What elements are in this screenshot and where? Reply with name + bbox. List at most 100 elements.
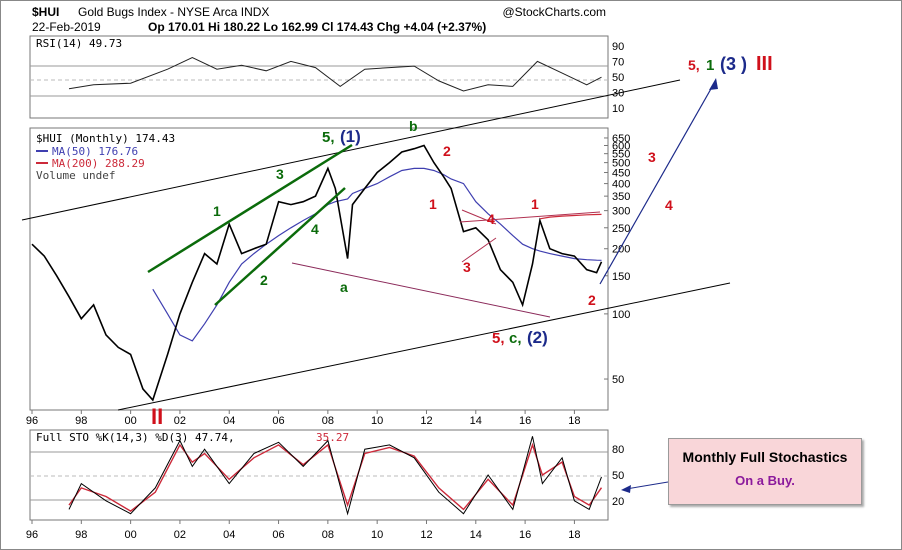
ma50-label: MA(50) 176.76 [52,145,138,158]
price-tick-label: 350 [612,191,630,203]
channel-upper-line [21,79,681,221]
rsi-tick-label: 10 [612,103,624,115]
note-subtitle: On a Buy. [735,473,795,488]
price-tick-label: 400 [612,179,630,191]
x-tick-label-bottom: 00 [124,529,136,541]
wave-label-1-target: 1 [706,57,714,74]
rsi-line [68,56,602,92]
sto-tick-label: 50 [612,470,624,482]
x-tick-label-bottom: 08 [322,529,334,541]
wave-a-line [291,262,551,318]
x-tick-label-middle: 98 [75,415,87,427]
wave-label-1-red-b: 1 [531,196,539,212]
price-tick-label: 50 [612,374,624,386]
x-axis-middle: 96 98 00 02 04 06 08 10 12 14 16 18 [26,410,581,427]
x-tick-label-bottom: 16 [519,529,531,541]
price-tick-label: 200 [612,244,630,256]
price-tick-label: 150 [612,271,630,283]
wave-label-a: a [340,279,348,295]
ma200-label: MA(200) 288.29 [52,157,145,170]
note-title: Monthly Full Stochastics [682,449,848,465]
rsi-panel: RSI(14) 49.73 9070503010 [29,35,624,119]
x-tick-label-bottom: 04 [223,529,235,541]
wave-label-2-major: (2) [527,328,548,347]
wave-label-5-red: 5, [492,330,505,347]
date-label: 22-Feb-2019 [32,20,101,34]
x-tick-label-bottom: 06 [272,529,284,541]
price-tick-label: 100 [612,309,630,321]
wave-label-3-red-a: 3 [463,259,471,275]
sto-k-line [68,436,602,516]
x-tick-label-middle: 06 [272,415,284,427]
price-tick-label: 550 [612,149,630,161]
price-tick-label: 300 [612,206,630,218]
x-tick-label-middle: 18 [568,415,580,427]
x-tick-label-middle: 10 [371,415,383,427]
wave-label-5-target: 5, [688,57,700,73]
wave4-line [459,211,601,223]
x-tick-label-middle: 08 [322,415,334,427]
green-channel-upper [147,143,353,274]
x-tick-label-bottom: 98 [75,529,87,541]
x-tick-label-middle: 12 [420,415,432,427]
price-tick-label: 650 [612,133,630,145]
price-tick-label: 250 [612,223,630,235]
wave-label-b: b [409,118,418,134]
rsi-tick-label: 90 [612,41,624,53]
source-label: @StockCharts.com [502,5,606,19]
wave-label-2-red: 2 [443,143,451,159]
rsi-label: RSI(14) 49.73 [36,37,122,50]
wave-label-4-red-a: 4 [487,211,495,227]
wave-label-roman-2: II [151,404,163,429]
price-label: $HUI (Monthly) 174.43 [36,132,175,145]
sto-ticks: 80 50 20 [612,444,624,508]
projection-arrow [599,79,717,285]
x-tick-label-bottom: 02 [174,529,186,541]
wave-label-1-major: (1) [340,127,361,146]
wave-label-4-red-b: 4 [665,197,673,213]
x-tick-label-bottom: 12 [420,529,432,541]
sto-label: Full STO %K(14,3) %D(3) 47.74, [36,431,235,444]
sto-panel: Full STO %K(14,3) %D(3) 47.74, 35.27 80 5… [29,429,624,521]
rsi-ticks: 9070503010 [612,41,624,115]
x-tick-label-bottom: 10 [371,529,383,541]
volume-label: Volume undef [36,169,115,182]
wave-label-1-green: 1 [213,203,221,219]
rsi-panel-frame [29,35,609,119]
sto-label-d: 35.27 [316,431,349,444]
wave-label-4-green: 4 [311,221,319,237]
stochastics-note-box: Monthly Full Stochastics On a Buy. [668,438,862,505]
wave-label-1-red-a: 1 [429,196,437,212]
wave-label-5: 5, [322,129,335,146]
note-pointer-line [625,481,669,490]
x-axis-bottom: 96 98 00 02 04 06 08 10 12 14 16 18 [26,520,581,541]
x-tick-label-bottom: 96 [26,529,38,541]
x-tick-label-bottom: 18 [568,529,580,541]
x-tick-label-middle: 04 [223,415,235,427]
rsi-tick-label: 50 [612,72,624,84]
note-pointer-arrowhead [621,485,631,493]
price-tick-label: 600 [612,140,630,152]
wave-label-roman-3: III [756,53,773,75]
sto-panel-frame [29,429,609,521]
channel-lower-line [117,282,731,411]
index-name: Gold Bugs Index - NYSE Arca INDX [78,5,269,19]
sto-tick-label: 80 [612,444,624,456]
x-tick-label-middle: 00 [124,415,136,427]
quote-label: Op 170.01 Hi 180.22 Lo 162.99 Cl 174.43 … [148,20,486,34]
wave4-triangle-top [461,209,497,225]
price-line [31,144,603,402]
x-tick-label-middle: 96 [26,415,38,427]
symbol-label: $HUI [32,5,59,19]
sto-tick-label: 20 [612,496,624,508]
x-tick-label-middle: 02 [174,415,186,427]
price-tick-label: 500 [612,158,630,170]
projection-arrowhead [709,78,718,90]
wave-label-3-green: 3 [276,166,284,182]
wave-label-2-red-b: 2 [588,292,596,308]
wave-label-c: c, [509,330,522,347]
wave-label-3-red-b: 3 [648,149,656,165]
x-tick-label-bottom: 14 [470,529,482,541]
